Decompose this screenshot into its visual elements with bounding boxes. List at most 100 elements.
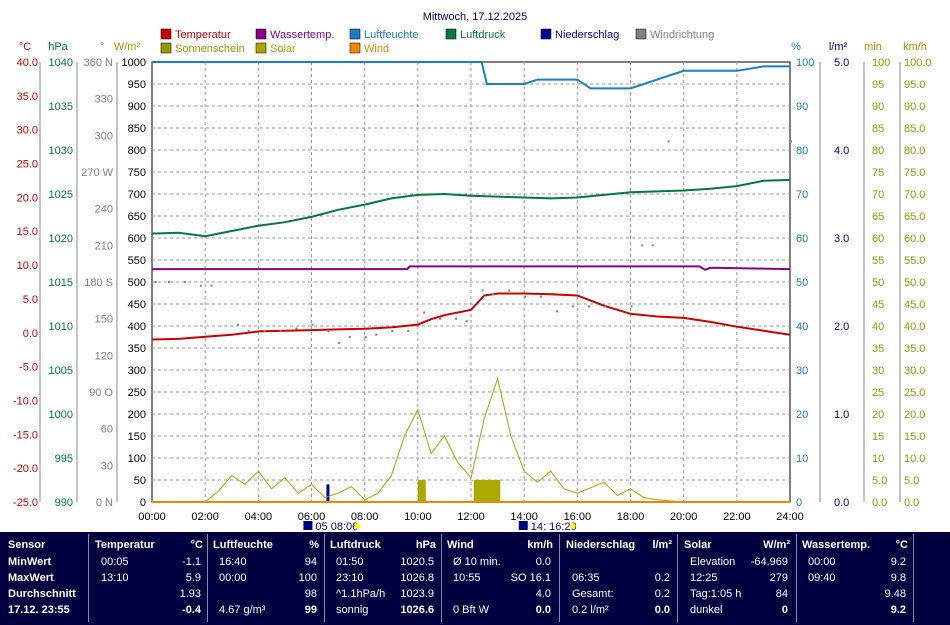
axis-tick-label: 650 xyxy=(128,211,146,223)
stats-cell-value: 0.2 xyxy=(654,572,670,584)
stats-cell-label: 00:05 xyxy=(101,556,129,568)
axis-tick-label: 300 xyxy=(128,365,146,377)
sun-markers: 05 08:06 14: 16:29 xyxy=(303,521,577,530)
sun-marker-label: 14: 16:29 xyxy=(531,521,577,530)
axis-tick-label: 25.0 xyxy=(904,387,925,399)
axis-tick-label: 60 xyxy=(872,233,884,245)
legend-label: Temperatur xyxy=(175,29,231,41)
stats-sensor-avg: Durchschnitt xyxy=(8,588,76,600)
axis-tick-label: 90 O xyxy=(89,387,113,399)
wind-direction-point xyxy=(391,329,394,332)
stats-head-unit: °C xyxy=(895,539,908,551)
stats-cell-value: 98 xyxy=(304,588,317,600)
axis-tick-label: 40 xyxy=(796,321,808,333)
stats-cell-label: 13:10 xyxy=(101,572,129,584)
wind-direction-point xyxy=(572,305,575,308)
stats-solar-head: Solar W/m² xyxy=(684,536,790,554)
stats-row: 09:40 9.8 xyxy=(802,570,908,586)
sun-marker-label: 05 08:06 xyxy=(315,521,358,530)
stats-cell-label: Tag:1:05 h xyxy=(690,588,742,600)
axis-tick-label: 500 xyxy=(128,277,146,289)
legend-swatch xyxy=(540,28,552,40)
stats-wind: Wind km/h Ø 10 min. 0.0 10:55 SO 16.1 4.0 0 Bft… xyxy=(447,536,553,622)
axis-tick-label: 30.0 xyxy=(904,365,925,377)
stats-water-head: Wassertemp. °C xyxy=(802,536,908,554)
axis-tick-label: 60.0 xyxy=(904,233,925,245)
stats-cell-value: 5.9 xyxy=(185,572,201,584)
stats-cell-label: 12:25 xyxy=(690,572,718,584)
stats-row: dunkel 0 xyxy=(684,602,790,618)
stats-cell-label: 10:55 xyxy=(453,572,481,584)
rain-bar xyxy=(326,484,330,502)
stats-row: 0 Bft W 0.0 xyxy=(447,602,553,618)
stats-row: 12:25 279 xyxy=(684,570,790,586)
stats-head-label: Temperatur xyxy=(95,539,155,551)
stats-cell-value: 9.48 xyxy=(884,588,906,600)
axis-unit-label: ° xyxy=(100,41,104,53)
stats-divider xyxy=(441,534,442,622)
stats-sensor-current: 17.12. 23:55 xyxy=(8,604,70,616)
stats-cell-value: 1026.6 xyxy=(400,604,434,616)
stats-cell-value: 4.0 xyxy=(535,588,551,600)
axis-tick-label: 1025 xyxy=(49,189,73,201)
axis-tick-label: 5.0 xyxy=(834,57,849,69)
x-axis: 00:00 02:00 04:00 06:00 08:00 10:00 12:00 14:00… xyxy=(138,511,804,523)
wind-direction-point xyxy=(630,305,633,308)
wind-direction-point xyxy=(247,329,250,332)
wind-direction-point xyxy=(364,336,367,338)
axis-tick-label: 20.0 xyxy=(17,192,38,204)
axis-tick-label: 35.0 xyxy=(904,343,925,355)
stats-cell-value: 9.2 xyxy=(890,556,906,568)
stats-cell-label: 4.67 g/m³ xyxy=(219,604,266,616)
axis-tick-label: 360 N xyxy=(84,57,113,69)
axis-tick-label: -15.0 xyxy=(13,429,38,441)
axis-tick-label: 700 xyxy=(128,189,146,201)
axis-tick-label: 50.0 xyxy=(904,277,925,289)
axis-tick-label: 50 xyxy=(872,277,884,289)
axis-tick-label: 150 xyxy=(95,314,113,326)
sunshine-bar xyxy=(473,480,501,502)
stats-cell-label: 23:10 xyxy=(336,572,364,584)
axis-tick-label: 0.0 xyxy=(872,497,887,509)
axis-unit-label: hPa xyxy=(48,41,68,53)
axis-tick-label: 180 S xyxy=(84,277,113,289)
stats-cell-value: 0.0 xyxy=(535,556,551,568)
sun-marker-icon xyxy=(303,521,313,530)
wind-direction-point xyxy=(311,323,314,326)
x-tick-label: 20:00 xyxy=(670,511,698,523)
chart-grid xyxy=(152,62,790,502)
stats-row: 16:40 94 xyxy=(213,554,319,570)
axis-tick-label: 300 xyxy=(95,130,113,142)
stats-head-label: Wind xyxy=(447,539,474,551)
legend-label: Windrichtung xyxy=(650,29,714,41)
stats-divider xyxy=(559,534,560,622)
legend-label: Luftfeuchte xyxy=(364,29,418,41)
stats-row: sonnig 1026.6 xyxy=(330,602,436,618)
axis-unit-label: l/m² xyxy=(829,41,848,53)
stats-cell-value: 99 xyxy=(304,604,317,616)
chart-legend: Temperatur Wassertemp. Luftfeuchte Luftdruc… xyxy=(160,28,714,55)
x-tick-label: 12:00 xyxy=(457,511,485,523)
stats-cell-label: 01:50 xyxy=(336,556,364,568)
stats-head-unit: km/h xyxy=(527,539,553,551)
wind-direction-point xyxy=(455,317,458,320)
x-tick-label: 14:00 xyxy=(510,511,538,523)
stats-cell-value: 1026.8 xyxy=(400,572,434,584)
axis-tick-label: 65.0 xyxy=(904,211,925,223)
axis-tick-label: 600 xyxy=(128,233,146,245)
axis-unit-label: km/h xyxy=(903,41,927,53)
wind-direction-point xyxy=(167,281,170,283)
stats-cell-value: SO 16.1 xyxy=(510,572,551,584)
chart-lines xyxy=(151,61,792,503)
axis-tick-label: 5.0 xyxy=(904,475,919,487)
stats-cell-value: -0.4 xyxy=(182,604,201,616)
stats-cell-value: -64.969 xyxy=(750,556,788,568)
axis-tick-label: 100 xyxy=(872,57,890,69)
axis-tick-label: 1005 xyxy=(49,365,73,377)
stats-row: 98 xyxy=(213,586,319,602)
stats-panel: Sensor MinWert MaxWert Durchschnitt 17.1… xyxy=(0,532,950,625)
legend-swatch xyxy=(160,28,172,40)
stats-row: 00:00 9.2 xyxy=(802,554,908,570)
stats-temperature-head: Temperatur °C xyxy=(95,536,203,554)
axis-tick-label: 4.0 xyxy=(834,145,849,157)
